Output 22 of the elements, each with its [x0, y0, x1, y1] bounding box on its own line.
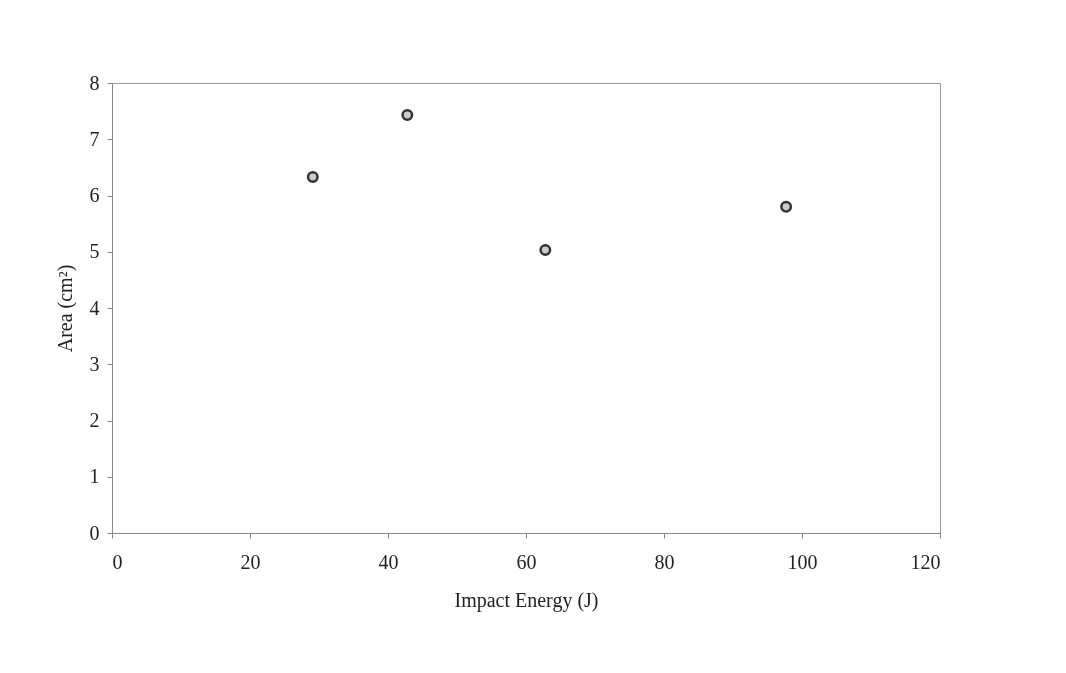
- y-tick-label: 5: [89, 240, 100, 263]
- y-tick-label: 0: [89, 521, 100, 544]
- x-tick-label: 60: [516, 550, 537, 573]
- y-tick-label: 7: [89, 127, 100, 150]
- x-tick-label: 40: [378, 550, 399, 573]
- y-tick-label: 2: [89, 409, 100, 431]
- point: [401, 109, 414, 122]
- x-tick-label: 120: [910, 550, 941, 573]
- y-tick-label: 4: [89, 296, 100, 319]
- x-tick-label: 80: [654, 550, 675, 573]
- x-tick-label: 100: [787, 550, 818, 573]
- point: [306, 170, 319, 183]
- point: [539, 244, 552, 257]
- y-tick-label: 6: [89, 184, 100, 206]
- x-tick-label: 0: [112, 550, 123, 573]
- y-axis-title: Area (cm²): [53, 264, 77, 353]
- y-tick-label: 8: [89, 71, 100, 94]
- x-axis-title: Impact Energy (J): [454, 588, 599, 612]
- y-tick-label: 3: [89, 352, 100, 375]
- x-tick-label: 20: [240, 550, 261, 573]
- y-tick-label: 1: [89, 465, 100, 488]
- point: [780, 200, 793, 213]
